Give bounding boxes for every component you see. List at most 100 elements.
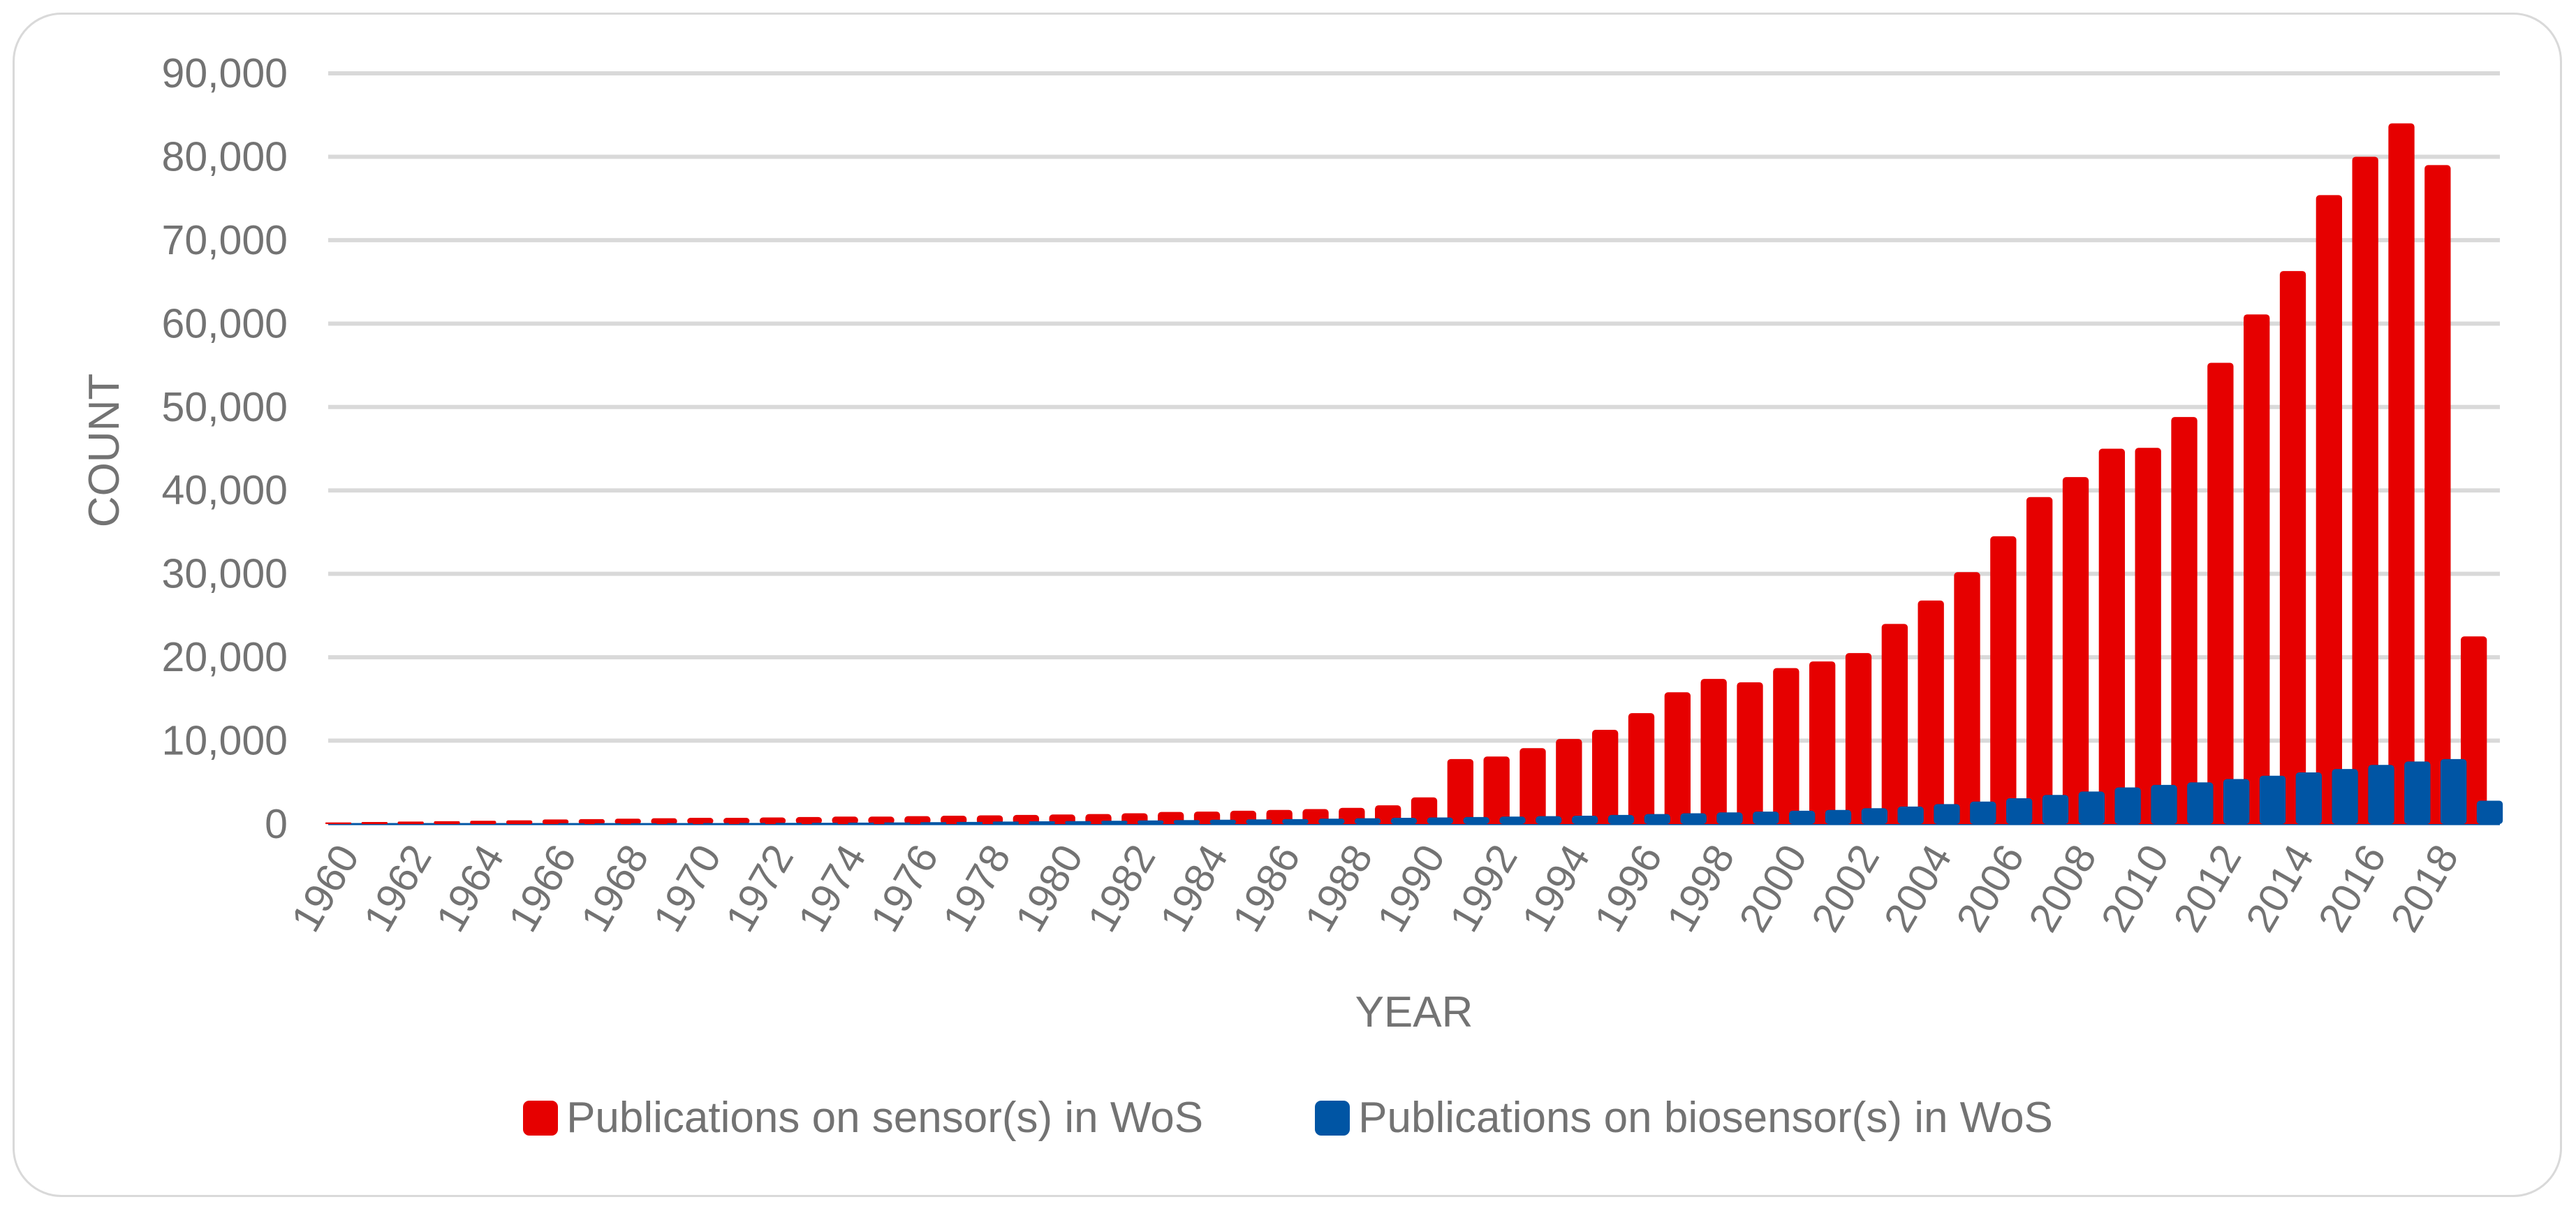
bar-sensor: [361, 822, 388, 824]
bar-biosensor: [1970, 801, 1996, 824]
bar-sensor: [1845, 653, 1872, 824]
x-tick-label: 1970: [645, 837, 730, 940]
bar-biosensor: [1282, 819, 1309, 824]
bar-biosensor: [667, 823, 693, 824]
bar-sensor: [2244, 314, 2270, 824]
bar-sensor: [506, 820, 533, 824]
bar-biosensor: [631, 823, 657, 824]
bar-sensor: [2135, 448, 2161, 824]
bar-biosensor: [2223, 779, 2250, 824]
bar-biosensor: [1137, 820, 1164, 824]
x-tick-label: 2014: [2237, 837, 2323, 940]
bar-sensor: [1519, 748, 1546, 824]
bar-biosensor: [1209, 819, 1236, 824]
x-tick-label: 1966: [499, 837, 585, 940]
bar-sensor: [2207, 362, 2234, 824]
bar-sensor: [1447, 758, 1474, 824]
bar-biosensor: [2404, 761, 2431, 824]
bar-sensor: [2098, 448, 2126, 824]
x-tick-label: 2010: [2092, 837, 2178, 940]
y-tick-label: 10,000: [162, 718, 288, 764]
bar-biosensor: [992, 821, 1019, 824]
legend: Publications on sensor(s) in WoS Publica…: [0, 1093, 2576, 1143]
x-axis-ticks: 1960196219641966196819701972197419761978…: [282, 837, 2467, 940]
bar-biosensor: [1427, 817, 1453, 824]
bar-sensor: [1556, 739, 1582, 824]
bar-sensor: [2062, 477, 2089, 824]
bar-biosensor: [2476, 800, 2503, 824]
bars: [325, 123, 2503, 824]
bar-biosensor: [1861, 808, 1887, 824]
bar-sensor: [2352, 156, 2378, 824]
bar-biosensor: [1536, 816, 1562, 824]
bar-sensor: [2316, 195, 2343, 824]
x-tick-label: 1984: [1151, 837, 1237, 940]
bar-biosensor: [775, 823, 802, 824]
x-tick-label: 1980: [1006, 837, 1092, 940]
y-axis-title: COUNT: [80, 374, 128, 527]
x-tick-label: 2018: [2382, 837, 2468, 940]
bar-sensor: [1773, 668, 1799, 824]
legend-label-sensor: Publications on sensor(s) in WoS: [566, 1094, 1204, 1142]
bar-biosensor: [1788, 810, 1816, 824]
bar-biosensor: [920, 822, 947, 824]
x-tick-label: 1990: [1368, 837, 1454, 940]
legend-swatch-sensor: [523, 1100, 559, 1136]
x-tick-label: 1972: [716, 837, 802, 940]
x-tick-label: 1996: [1585, 837, 1671, 940]
bar-biosensor: [1029, 821, 1055, 824]
bar-sensor: [2461, 636, 2487, 824]
legend-item-sensor: Publications on sensor(s) in WoS: [523, 1093, 1203, 1143]
bar-biosensor: [2187, 782, 2214, 824]
bar-sensor: [542, 819, 569, 824]
bar-sensor: [2424, 165, 2451, 824]
bar-sensor: [614, 819, 641, 824]
x-axis-title: YEAR: [1355, 988, 1473, 1036]
bar-sensor: [1628, 713, 1655, 824]
x-tick-label: 1992: [1441, 837, 1526, 940]
x-tick-label: 1962: [355, 837, 441, 940]
bar-biosensor: [956, 821, 983, 824]
bar-sensor: [1592, 730, 1619, 824]
y-tick-label: 70,000: [162, 217, 288, 263]
bar-biosensor: [2078, 791, 2105, 824]
y-tick-label: 50,000: [162, 384, 288, 430]
bar-biosensor: [811, 823, 838, 824]
bar-biosensor: [558, 823, 584, 824]
x-tick-label: 2006: [1948, 837, 2033, 940]
x-tick-label: 2008: [2019, 837, 2105, 940]
x-tick-label: 2012: [2165, 837, 2251, 940]
x-tick-label: 1976: [862, 837, 948, 940]
bar-biosensor: [2042, 795, 2069, 824]
bar-biosensor: [1897, 806, 1924, 824]
bar-biosensor: [1716, 812, 1743, 824]
bar-sensor: [1737, 682, 1763, 824]
bar-biosensor: [1934, 804, 1960, 824]
y-tick-label: 0: [265, 801, 288, 847]
bar-sensor: [1700, 679, 1727, 824]
bar-sensor: [325, 822, 352, 824]
bar-biosensor: [1499, 816, 1526, 824]
bar-biosensor: [1753, 812, 1779, 824]
bar-sensor: [1809, 661, 1836, 824]
x-tick-label: 1998: [1658, 837, 1744, 940]
bar-biosensor: [1607, 814, 1635, 824]
bar-biosensor: [2368, 765, 2394, 824]
bar-biosensor: [1354, 818, 1381, 824]
bar-biosensor: [1065, 821, 1091, 824]
bar-biosensor: [1101, 821, 1128, 824]
bar-biosensor: [1318, 819, 1345, 824]
bar-sensor: [1954, 572, 1980, 824]
bar-sensor: [687, 818, 714, 824]
bar-biosensor: [2005, 798, 2033, 824]
y-tick-label: 40,000: [162, 467, 288, 513]
x-tick-label: 1960: [282, 837, 368, 940]
bar-biosensor: [1390, 818, 1418, 824]
bar-sensor: [434, 821, 460, 824]
bar-biosensor: [1825, 809, 1852, 824]
x-tick-label: 1988: [1296, 837, 1382, 940]
bar-sensor: [2279, 271, 2306, 824]
bar-biosensor: [1246, 819, 1272, 824]
y-tick-label: 90,000: [162, 50, 288, 96]
bar-biosensor: [2440, 758, 2467, 824]
